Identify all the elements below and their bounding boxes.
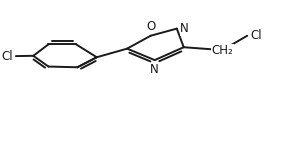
Text: Cl: Cl [251,29,262,42]
Text: N: N [180,22,189,35]
Text: O: O [146,20,155,33]
Text: Cl: Cl [1,50,13,63]
Text: CH₂: CH₂ [211,44,233,57]
Text: N: N [150,63,159,76]
